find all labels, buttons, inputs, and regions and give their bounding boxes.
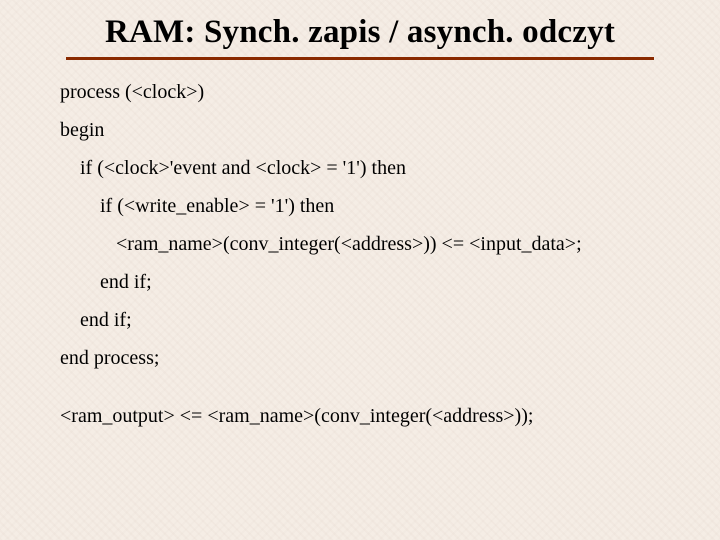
code-body: process (<clock>) begin if (<clock>'even… — [46, 82, 674, 426]
slide-container: RAM: Synch. zapis / asynch. odczyt proce… — [0, 0, 720, 426]
code-line: if (<write_enable> = '1') then — [60, 196, 674, 216]
code-line: end if; — [60, 310, 674, 330]
slide-title: RAM: Synch. zapis / asynch. odczyt — [66, 14, 654, 60]
code-line: <ram_name>(conv_integer(<address>)) <= <… — [60, 234, 674, 254]
code-line: if (<clock>'event and <clock> = '1') the… — [60, 158, 674, 178]
code-line: <ram_output> <= <ram_name>(conv_integer(… — [60, 406, 674, 426]
code-line: begin — [60, 120, 674, 140]
code-line: end if; — [60, 272, 674, 292]
code-line: process (<clock>) — [60, 82, 674, 102]
code-line: end process; — [60, 348, 674, 368]
